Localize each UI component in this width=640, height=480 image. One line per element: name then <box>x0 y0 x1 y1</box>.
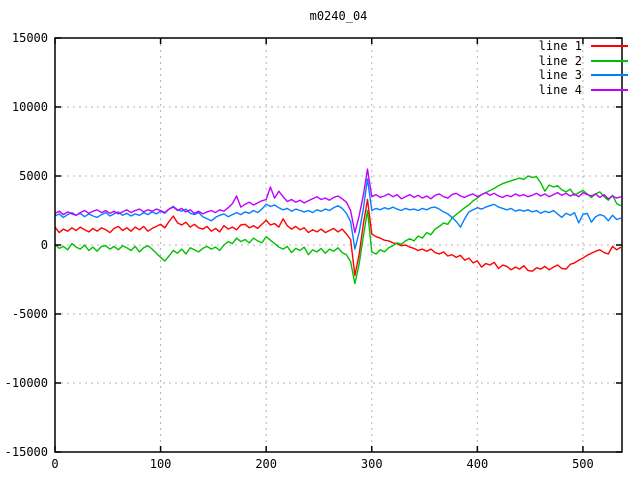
x-tick-label: 300 <box>361 457 383 471</box>
legend-line-sample-4 <box>591 89 628 92</box>
y-tick-label: -5000 <box>12 307 48 321</box>
legend-line-sample-1 <box>591 45 628 48</box>
x-tick-label: 500 <box>572 457 594 471</box>
x-tick-label: 200 <box>255 457 277 471</box>
y-tick-label: 0 <box>41 238 48 252</box>
y-tick-label: -10000 <box>5 376 48 390</box>
legend-line-sample-2 <box>591 59 628 62</box>
legend-item-line-1: line 1 <box>539 39 628 54</box>
y-tick-label: 10000 <box>12 100 48 114</box>
y-tick-label: 5000 <box>19 169 48 183</box>
legend-label-line-1: line 1 <box>538 39 582 53</box>
legend-line-sample-3 <box>591 74 628 77</box>
legend-item-line-4: line 4 <box>539 83 628 98</box>
legend: line 1 line 2 line 3 line 4 <box>539 39 628 97</box>
legend-label-line-4: line 4 <box>538 82 582 97</box>
y-tick-label: -15000 <box>5 445 48 459</box>
legend-label-line-3: line 3 <box>538 68 582 83</box>
y-tick-label: 15000 <box>12 31 48 45</box>
x-tick-label: 0 <box>51 457 58 471</box>
legend-label-line-2: line 2 <box>538 53 582 68</box>
legend-item-line-3: line 3 <box>539 68 628 83</box>
x-tick-label: 100 <box>150 457 172 471</box>
legend-item-line-2: line 2 <box>539 54 628 69</box>
chart-title: m0240_04 <box>309 9 368 23</box>
x-tick-label: 400 <box>467 457 489 471</box>
